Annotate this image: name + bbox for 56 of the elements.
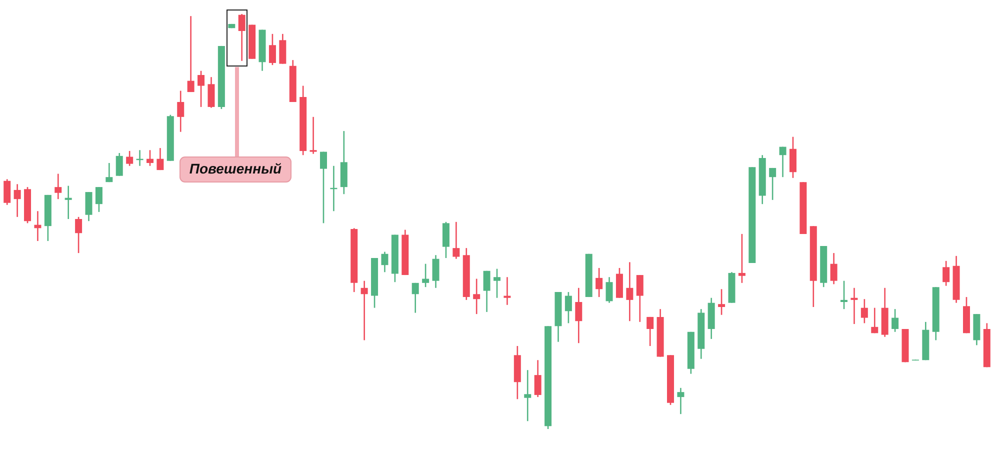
- candlestick: [14, 184, 21, 218]
- candlestick: [432, 254, 440, 289]
- candlestick: [840, 280, 848, 310]
- candlestick: [208, 76, 215, 108]
- candlestick: [279, 33, 286, 64]
- candlestick: [198, 70, 205, 108]
- candlestick: [769, 167, 776, 201]
- candlestick: [534, 359, 542, 398]
- candlestick: [146, 149, 154, 167]
- candlestick: [320, 151, 327, 224]
- candlestick: [738, 233, 746, 284]
- candlestick: [85, 191, 92, 222]
- candlestick: [442, 221, 450, 259]
- candlestick: [524, 369, 532, 422]
- candlestick: [177, 90, 184, 133]
- candlestick: [850, 287, 858, 325]
- candlestick: [34, 210, 42, 242]
- candlestick: [238, 13, 246, 62]
- annotation: Повешенный: [189, 160, 282, 176]
- candlestick: [310, 116, 317, 155]
- candlestick: [892, 308, 899, 333]
- candlestick: [156, 147, 164, 171]
- candlestick: [452, 221, 460, 260]
- candlestick: [718, 288, 726, 316]
- candlestick: [54, 173, 62, 200]
- candlestick: [64, 185, 72, 220]
- candlestick: [360, 280, 368, 341]
- candlestick: [606, 276, 613, 304]
- candlestick: [75, 216, 82, 254]
- candlestick: [381, 251, 388, 273]
- candlestick: [677, 387, 684, 415]
- candlestick: [596, 267, 603, 298]
- candlestick: [116, 152, 123, 176]
- candlestick: [564, 291, 572, 324]
- candlestick: [126, 150, 134, 167]
- candlestick: [575, 287, 582, 344]
- candlestick: [626, 262, 634, 322]
- candlestick: [4, 178, 11, 206]
- candlestick: [779, 146, 786, 178]
- candlestick: [871, 307, 878, 334]
- candlestick: [860, 298, 868, 324]
- candlestick: [789, 136, 796, 179]
- candlestick: [187, 15, 194, 93]
- candlestick: [830, 252, 838, 285]
- candlestick: [504, 276, 511, 306]
- candlestick: [473, 278, 480, 315]
- candlestick: [494, 268, 500, 299]
- candlestick: [268, 33, 276, 66]
- candlestick: [95, 186, 102, 213]
- candlestick: [422, 263, 430, 288]
- candlestick: [483, 270, 490, 313]
- candlestick: [412, 282, 419, 314]
- candlestick: [646, 316, 654, 347]
- candlestick: [106, 162, 113, 183]
- candlestick: [942, 260, 950, 286]
- candlestick: [636, 274, 644, 323]
